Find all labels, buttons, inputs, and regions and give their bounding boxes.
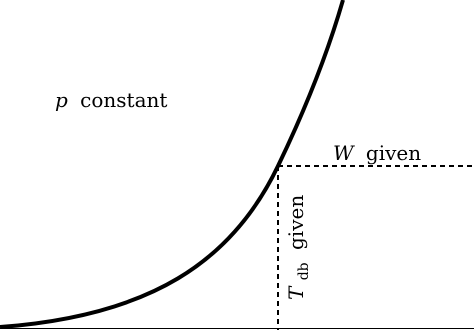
pressure-label: p constant — [55, 88, 167, 112]
humidity-text: given — [366, 141, 421, 165]
temperature-label: T db given — [284, 195, 313, 300]
temperature-text: given — [284, 195, 308, 250]
humidity-label: W given — [333, 141, 421, 165]
saturation-curve — [0, 0, 345, 329]
temperature-subscript: db — [296, 262, 312, 280]
pressure-text: constant — [80, 88, 167, 112]
pressure-symbol: p — [55, 88, 68, 112]
humidity-symbol: W — [333, 141, 355, 165]
temperature-symbol: T — [284, 285, 308, 300]
